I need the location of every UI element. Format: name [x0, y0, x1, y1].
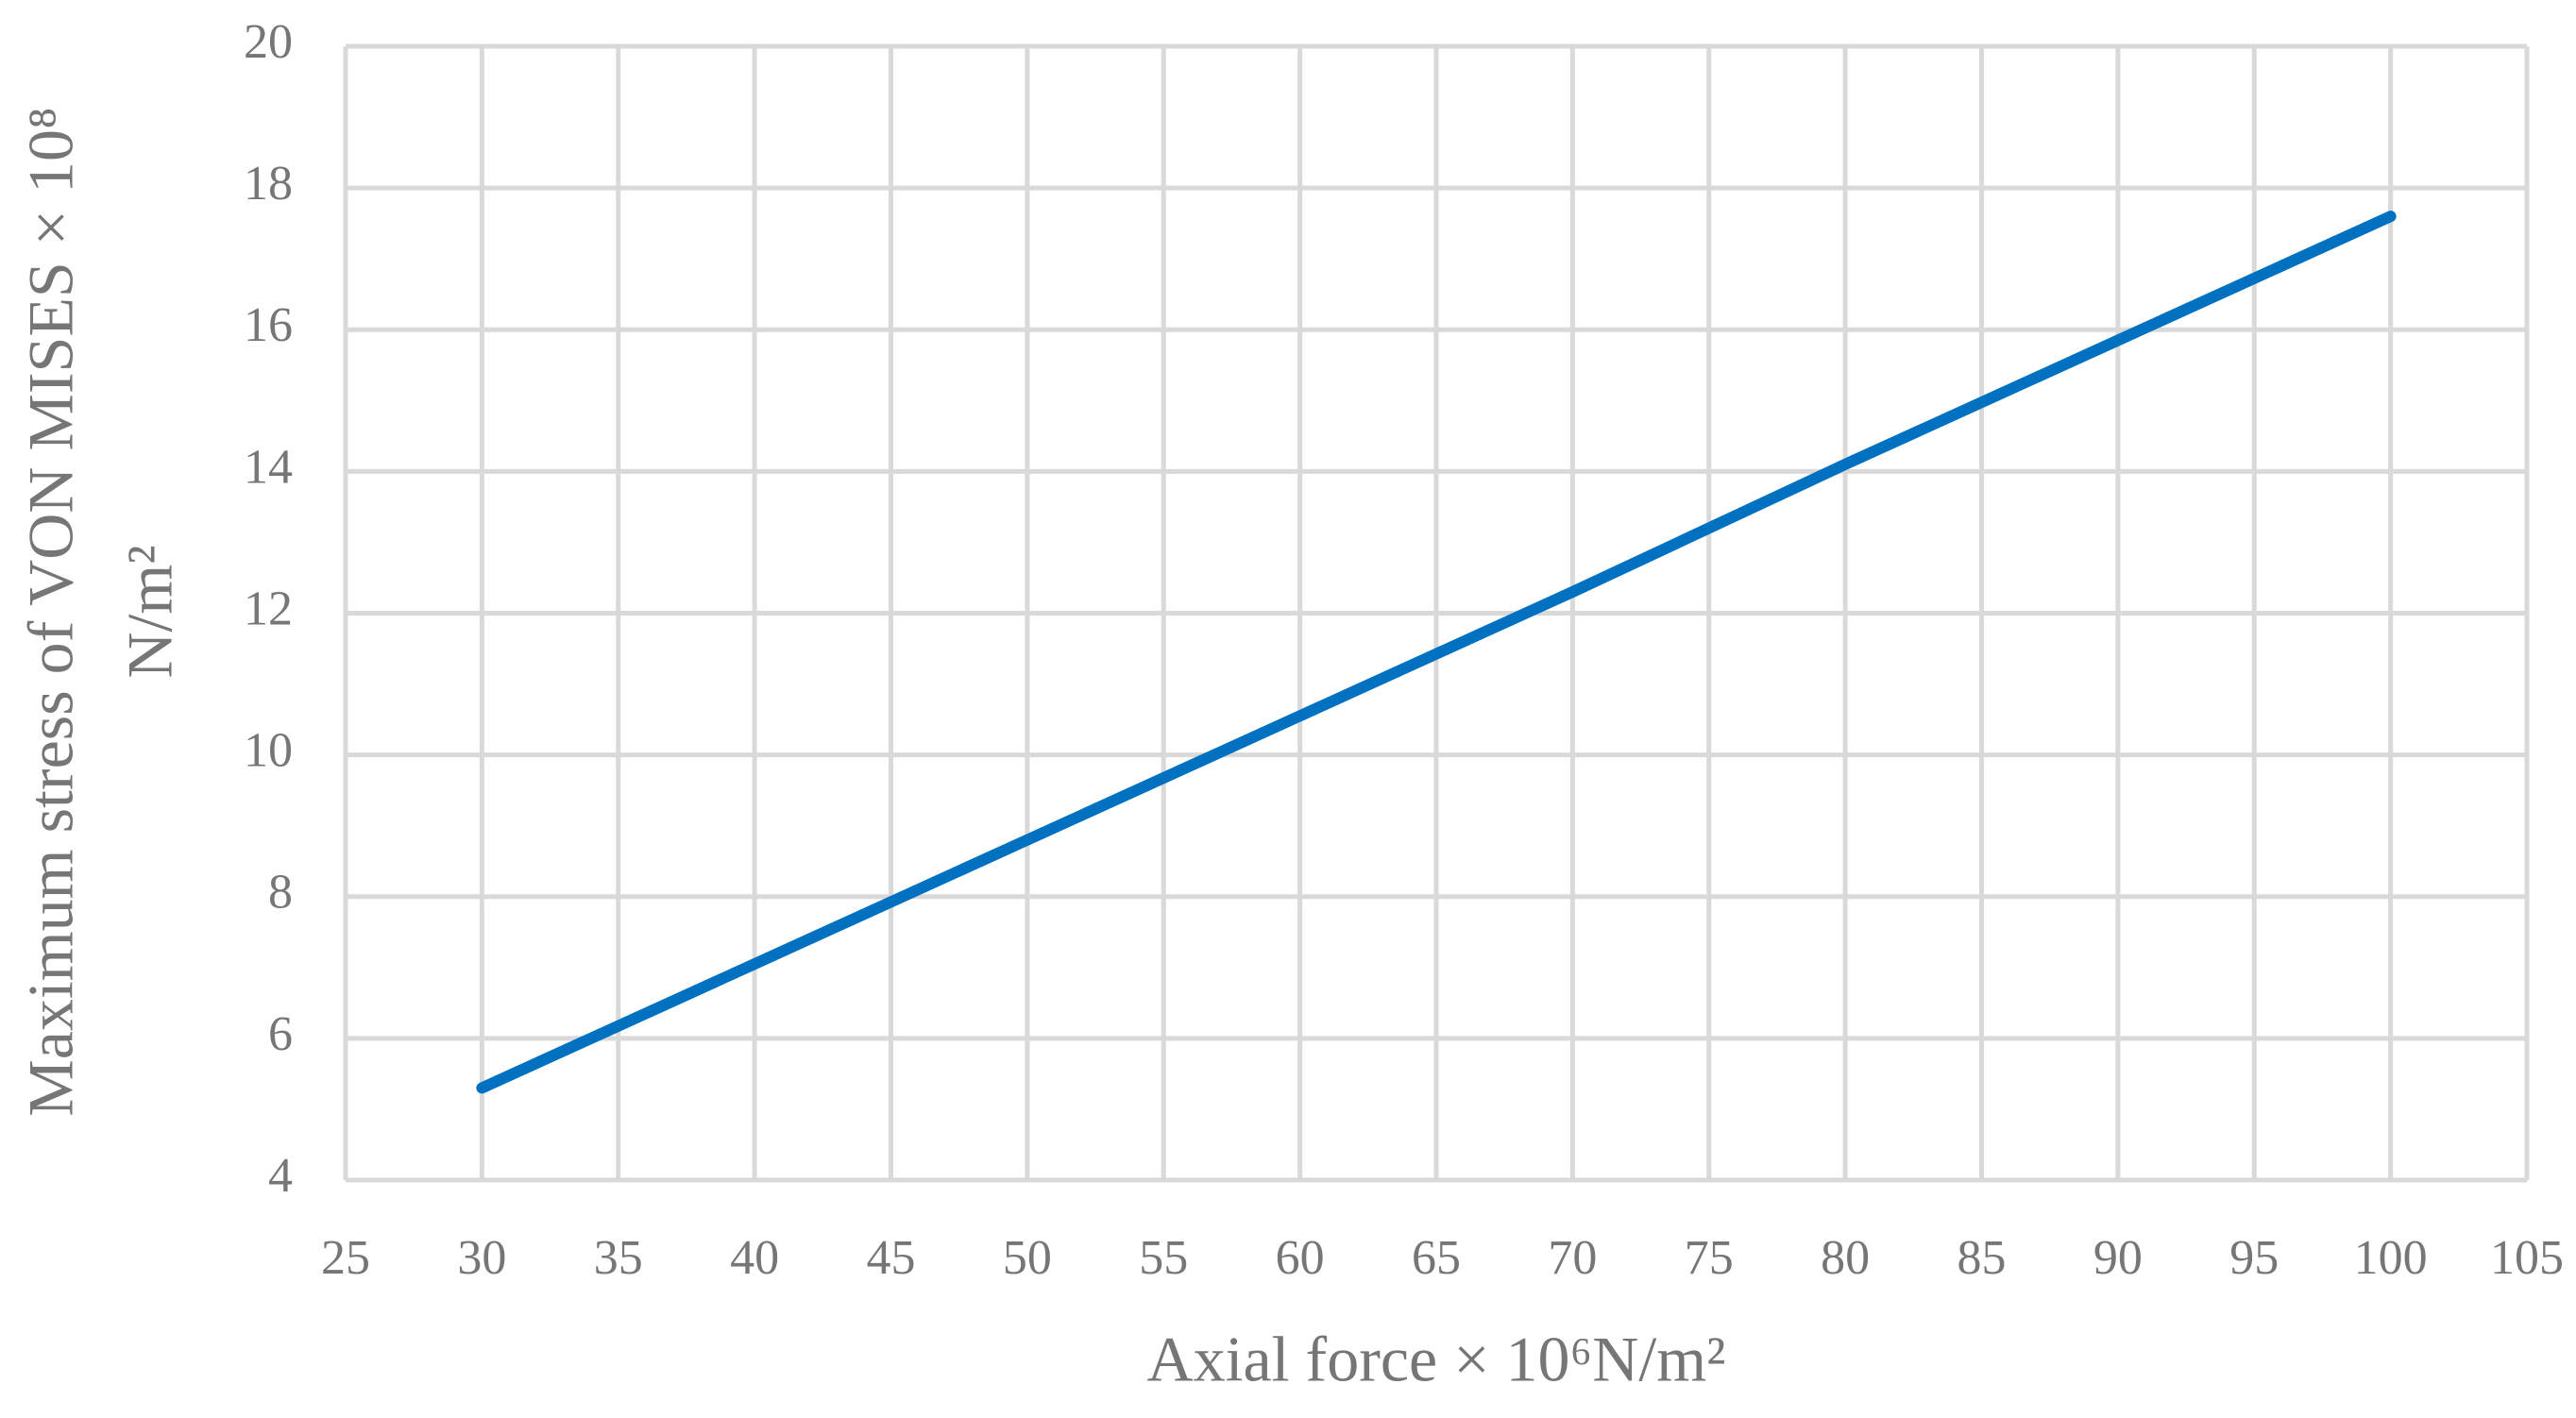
x-tick-label: 80	[1821, 1231, 1870, 1285]
x-tick-label: 65	[1412, 1231, 1461, 1285]
y-axis-title: N/m²	[114, 545, 186, 678]
y-tick-label: 20	[244, 15, 293, 69]
x-tick-label: 40	[730, 1231, 779, 1285]
x-tick-label: 85	[1957, 1231, 2007, 1285]
x-axis-title: Axial force × 10⁶N/m²	[1146, 1324, 1725, 1395]
y-tick-label: 16	[244, 298, 293, 352]
y-tick-label: 6	[268, 1007, 293, 1061]
y-tick-label: 18	[244, 157, 293, 211]
y-tick-label: 10	[244, 724, 293, 778]
y-tick-label: 8	[268, 866, 293, 920]
x-tick-label: 75	[1685, 1231, 1734, 1285]
x-tick-label: 90	[2093, 1231, 2143, 1285]
x-tick-label: 95	[2229, 1231, 2279, 1285]
x-tick-label: 25	[321, 1231, 370, 1285]
x-tick-label: 35	[594, 1231, 643, 1285]
y-tick-label: 12	[244, 582, 293, 635]
y-tick-label: 4	[268, 1149, 293, 1203]
x-tick-label: 55	[1139, 1231, 1188, 1285]
x-tick-label: 60	[1276, 1231, 1325, 1285]
x-tick-label: 45	[867, 1231, 916, 1285]
y-tick-label: 14	[244, 440, 293, 494]
x-tick-label: 105	[2490, 1231, 2564, 1285]
x-tick-label: 30	[457, 1231, 506, 1285]
y-axis-title: Maximum stress of VON MISES × 10⁸	[15, 107, 87, 1117]
x-tick-label: 100	[2354, 1231, 2428, 1285]
x-tick-label: 70	[1548, 1231, 1597, 1285]
x-tick-label: 50	[1003, 1231, 1052, 1285]
data-line	[476, 211, 2397, 1094]
